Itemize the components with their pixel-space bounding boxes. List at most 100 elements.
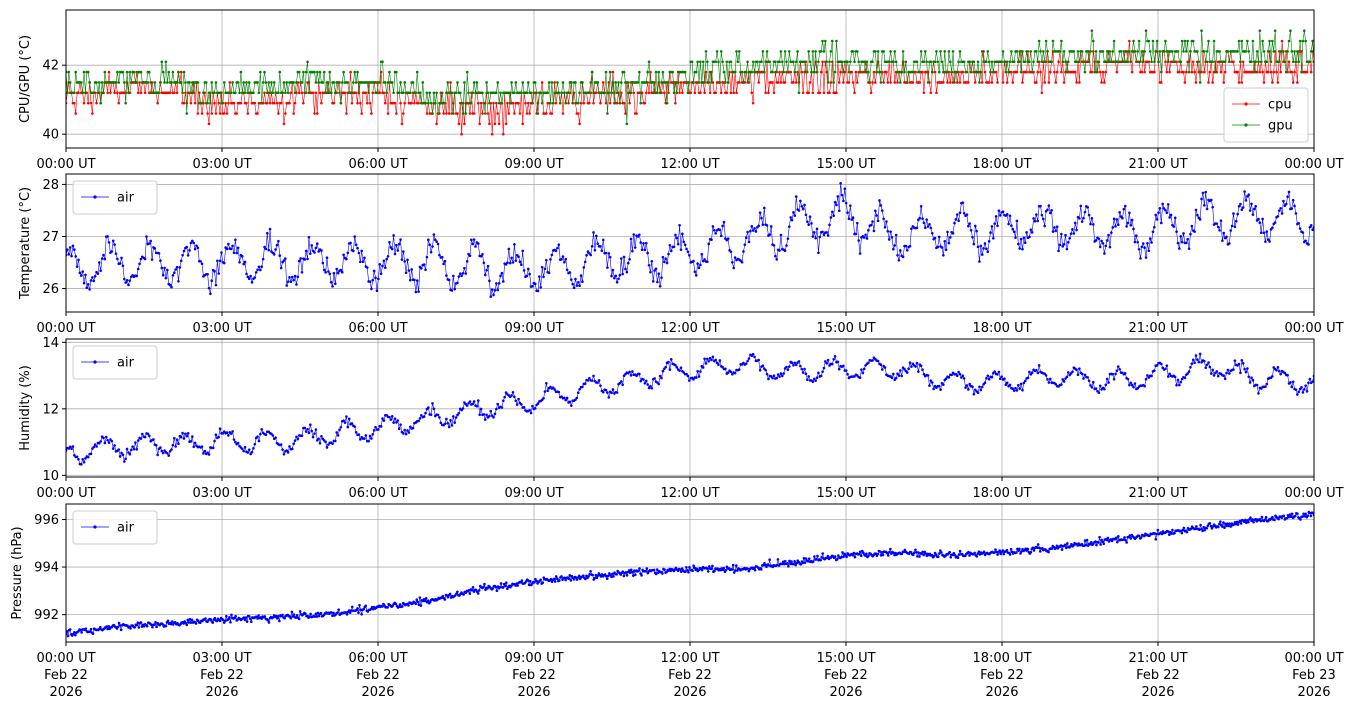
data-point bbox=[450, 91, 454, 95]
data-point bbox=[1300, 70, 1303, 74]
data-point bbox=[227, 101, 230, 105]
data-point bbox=[420, 101, 423, 105]
data-point bbox=[990, 225, 994, 228]
data-point bbox=[583, 260, 587, 264]
data-point bbox=[1165, 70, 1169, 74]
data-point bbox=[1062, 81, 1066, 84]
data-point bbox=[1025, 50, 1028, 53]
data-point bbox=[536, 289, 540, 293]
data-point bbox=[815, 227, 819, 231]
data-point bbox=[185, 434, 189, 438]
data-point bbox=[161, 451, 165, 455]
data-point bbox=[1272, 70, 1276, 74]
data-point bbox=[257, 91, 261, 95]
data-point bbox=[802, 557, 806, 560]
data-point bbox=[218, 112, 222, 115]
data-point bbox=[731, 563, 735, 567]
data-point bbox=[1032, 549, 1036, 552]
data-point bbox=[1215, 370, 1219, 373]
data-point bbox=[309, 252, 312, 256]
data-point bbox=[571, 282, 574, 286]
data-point bbox=[478, 413, 481, 417]
data-point bbox=[418, 596, 422, 599]
data-point bbox=[1294, 60, 1298, 64]
data-point bbox=[958, 50, 962, 53]
data-point bbox=[173, 621, 177, 624]
data-point bbox=[899, 249, 902, 252]
data-point bbox=[302, 70, 305, 74]
data-point bbox=[456, 81, 459, 84]
data-point bbox=[1143, 534, 1146, 538]
data-point bbox=[324, 91, 327, 95]
data-point bbox=[803, 367, 806, 371]
data-point bbox=[375, 91, 379, 95]
data-point bbox=[599, 245, 602, 248]
data-point bbox=[442, 262, 445, 266]
data-point bbox=[460, 101, 463, 105]
data-point bbox=[394, 602, 398, 606]
data-point bbox=[207, 453, 211, 456]
data-point bbox=[787, 365, 791, 368]
data-point bbox=[188, 617, 192, 621]
data-point bbox=[1133, 240, 1137, 244]
data-point bbox=[911, 70, 915, 74]
data-point bbox=[955, 213, 959, 216]
data-point bbox=[368, 434, 372, 438]
data-point bbox=[1008, 60, 1012, 64]
data-point bbox=[281, 91, 284, 95]
data-point bbox=[1262, 50, 1266, 53]
data-point bbox=[846, 211, 849, 214]
data-point bbox=[824, 39, 827, 43]
data-point bbox=[175, 438, 179, 442]
data-point bbox=[110, 250, 114, 253]
data-point bbox=[1040, 91, 1044, 95]
data-point bbox=[270, 81, 273, 84]
data-point bbox=[844, 201, 848, 205]
data-point bbox=[1178, 70, 1181, 74]
data-point bbox=[95, 445, 98, 448]
data-point bbox=[825, 362, 829, 365]
data-point bbox=[750, 91, 754, 95]
data-point bbox=[1253, 207, 1256, 211]
data-point bbox=[575, 396, 579, 400]
data-point bbox=[1090, 29, 1094, 32]
data-point bbox=[996, 224, 999, 228]
data-point bbox=[1007, 222, 1010, 226]
data-point bbox=[317, 614, 321, 618]
data-point bbox=[903, 367, 906, 371]
data-point bbox=[461, 112, 465, 115]
data-point bbox=[631, 574, 635, 577]
data-point bbox=[225, 431, 229, 434]
data-point bbox=[621, 383, 624, 387]
data-point bbox=[679, 248, 683, 251]
series-markers-air bbox=[66, 510, 1314, 638]
data-point bbox=[615, 573, 618, 576]
data-point bbox=[708, 356, 712, 360]
data-point bbox=[181, 91, 184, 95]
data-point bbox=[382, 259, 386, 263]
data-point bbox=[551, 386, 555, 390]
data-point bbox=[1094, 387, 1098, 390]
data-point bbox=[1129, 537, 1133, 540]
data-point bbox=[914, 548, 917, 552]
data-point bbox=[862, 236, 866, 239]
data-point bbox=[910, 227, 913, 231]
data-point bbox=[465, 260, 469, 263]
data-point bbox=[921, 550, 924, 554]
data-point bbox=[554, 575, 558, 578]
data-point bbox=[121, 264, 125, 268]
data-point bbox=[415, 70, 419, 74]
data-point bbox=[1122, 50, 1126, 53]
data-point bbox=[121, 453, 125, 457]
data-point bbox=[1155, 218, 1159, 221]
data-point bbox=[1083, 539, 1087, 542]
data-point bbox=[678, 224, 681, 227]
data-point bbox=[864, 233, 867, 237]
data-point bbox=[794, 363, 798, 367]
data-point bbox=[596, 242, 599, 245]
data-point bbox=[1264, 385, 1267, 388]
data-point bbox=[295, 283, 298, 286]
data-point bbox=[850, 70, 854, 74]
x-tick-label: 06:00 UT bbox=[348, 157, 407, 172]
x-tick-label-line: 15:00 UT bbox=[816, 321, 875, 336]
